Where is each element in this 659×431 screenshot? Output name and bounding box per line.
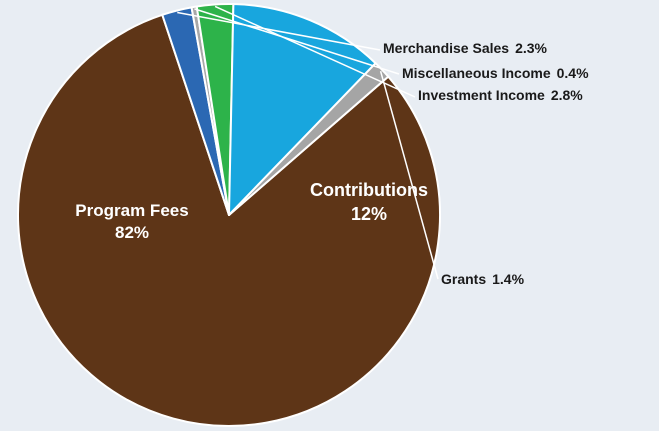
slice-label-name-merchandise-sales: Merchandise Sales bbox=[383, 40, 509, 56]
leader-line-investment-income bbox=[214, 5, 416, 98]
pie-slices bbox=[17, 3, 441, 427]
slice-value-program-fees: 82% bbox=[115, 223, 149, 242]
slice-value-grants: 1.4% bbox=[492, 271, 524, 287]
slice-value-investment-income: 2.8% bbox=[551, 87, 583, 103]
slice-value-merchandise-sales: 2.3% bbox=[515, 40, 547, 56]
pie-slice-contributions bbox=[228, 3, 377, 216]
slice-label-name-miscellaneous-income: Miscellaneous Income bbox=[402, 65, 551, 81]
pie-slice-program-fees bbox=[17, 13, 441, 427]
pie-slice-grants bbox=[228, 62, 390, 216]
slice-label-contributions: Contributions bbox=[310, 180, 428, 200]
slice-label-program-fees: Program Fees bbox=[75, 201, 188, 220]
leader-line-merchandise-sales bbox=[177, 11, 381, 51]
slice-value-miscellaneous-income: 0.4% bbox=[557, 65, 589, 81]
leader-lines bbox=[177, 5, 439, 280]
slice-value-contributions: 12% bbox=[351, 204, 387, 224]
leader-line-grants bbox=[379, 70, 439, 280]
slice-label-miscellaneous-income: Miscellaneous Income 0.4% bbox=[402, 65, 589, 81]
slice-label-name-investment-income: Investment Income bbox=[418, 87, 545, 103]
slice-labels: Program Fees 82% Merchandise Sales 2.3% Misc… bbox=[75, 40, 589, 287]
slice-label-merchandise-sales: Merchandise Sales 2.3% bbox=[383, 40, 548, 56]
leader-line-miscellaneous-income bbox=[194, 8, 400, 75]
slice-label-investment-income: Investment Income 2.8% bbox=[418, 87, 583, 103]
slice-label-grants: Grants 1.4% bbox=[441, 271, 525, 287]
slice-label-name-grants: Grants bbox=[441, 271, 486, 287]
